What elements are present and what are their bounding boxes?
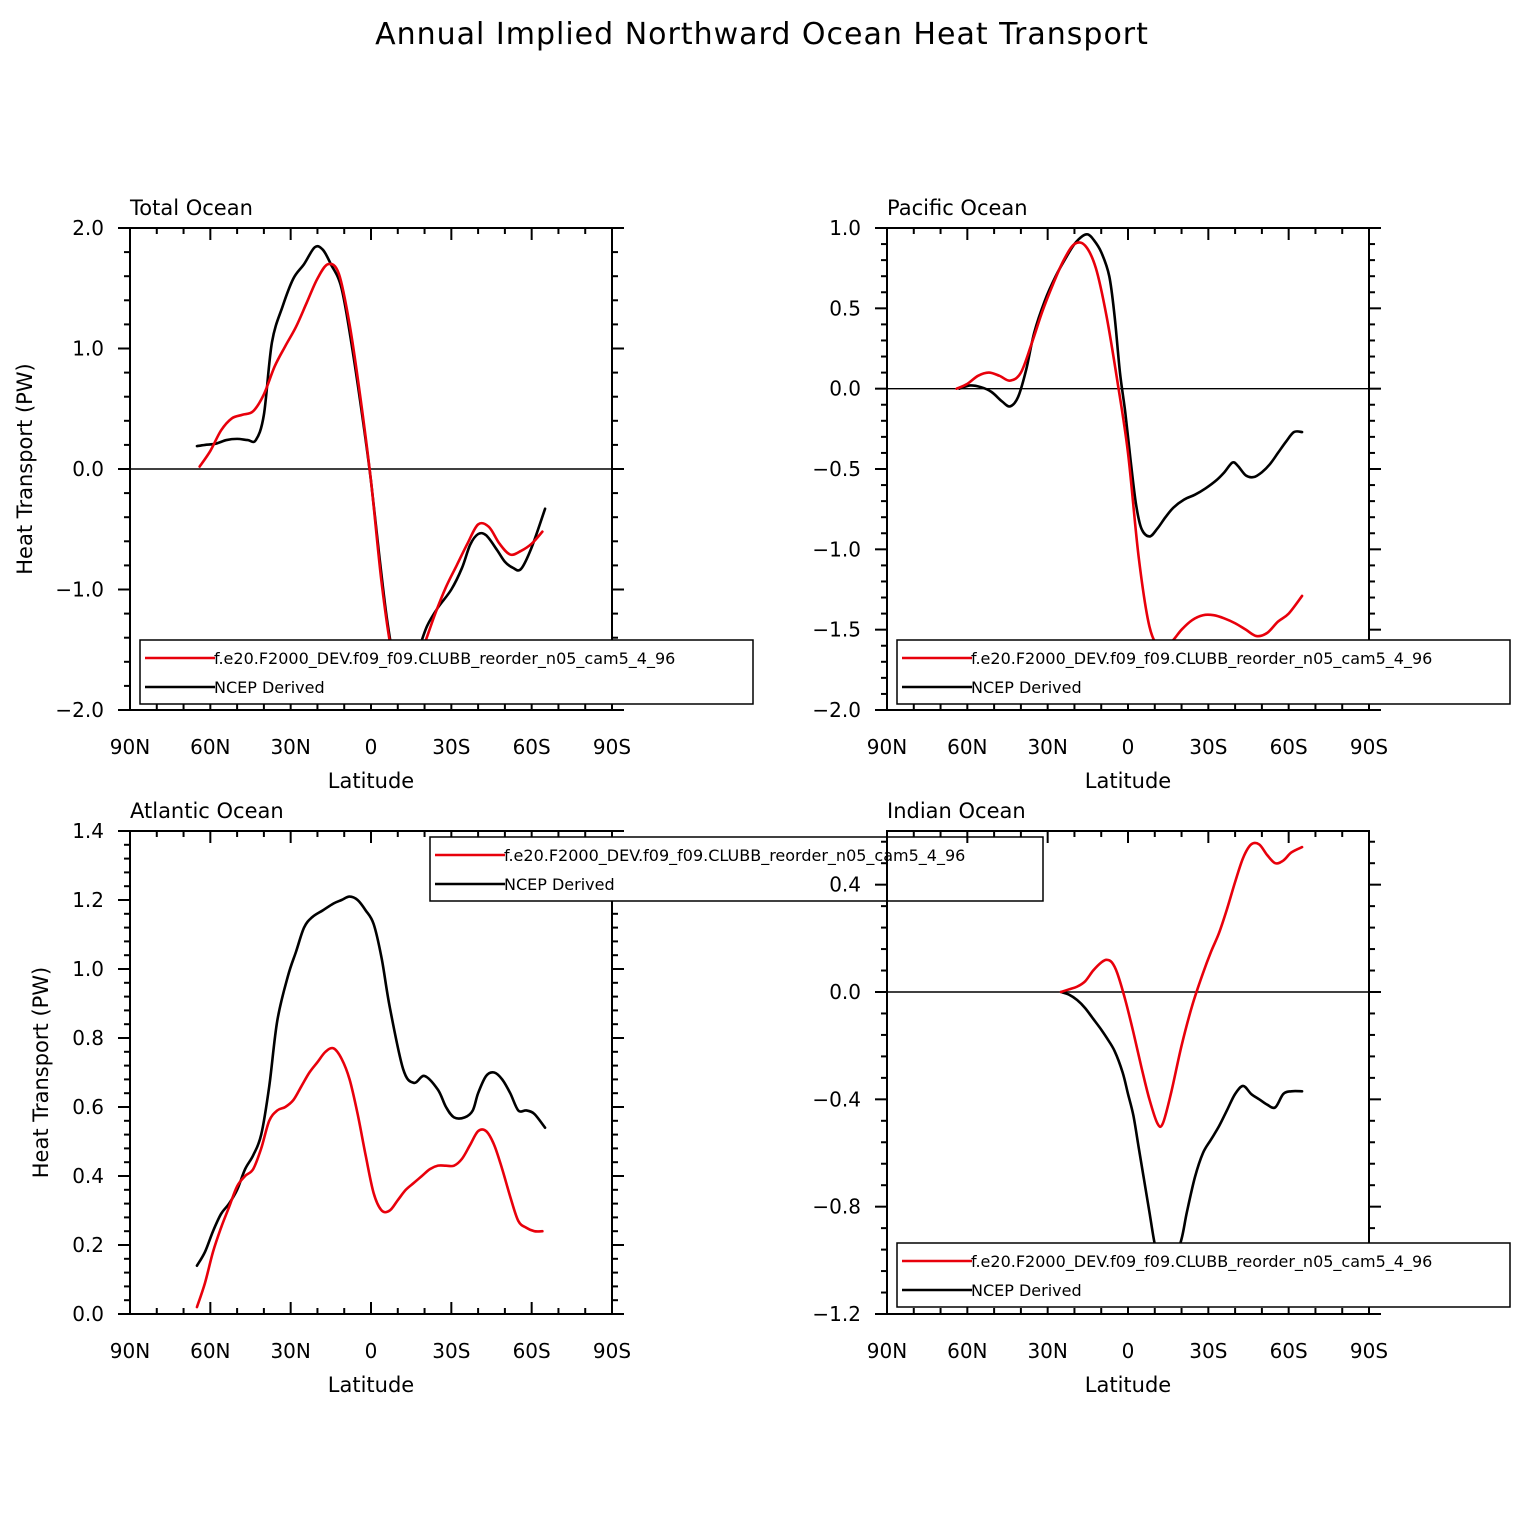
x-tick-label: 0 — [1122, 735, 1135, 759]
x-axis-title: Latitude — [328, 769, 414, 793]
y-tick-label: 0.2 — [72, 1233, 104, 1257]
panel-title: Pacific Ocean — [887, 196, 1028, 220]
x-axis-title: Latitude — [1085, 769, 1171, 793]
legend-label: f.e20.F2000_DEV.f09_f09.CLUBB_reorder_n0… — [971, 1252, 1432, 1272]
panel-title: Total Ocean — [129, 196, 253, 220]
x-tick-label: 60S — [513, 1339, 551, 1363]
y-tick-label: 0.8 — [72, 1026, 104, 1050]
series-line-ncep-derived — [195, 895, 547, 1267]
x-tick-label: 60S — [513, 735, 551, 759]
y-tick-label: 0.0 — [72, 457, 104, 481]
x-tick-label: 90N — [110, 1339, 150, 1363]
legend-label: NCEP Derived — [504, 875, 615, 894]
series-line-ncep-derived — [1059, 990, 1304, 1273]
x-tick-label: 30S — [1189, 1339, 1227, 1363]
figure-title: Annual Implied Northward Ocean Heat Tran… — [375, 17, 1149, 52]
legend-box — [896, 639, 1511, 705]
series-line-ncep-derived — [958, 232, 1304, 538]
legend-box — [896, 1242, 1511, 1308]
y-tick-label: −0.4 — [812, 1087, 861, 1111]
x-tick-label: 30S — [432, 1339, 470, 1363]
y-axis-title: Heat Transport (PW) — [13, 363, 37, 575]
plot-frame — [129, 830, 613, 1315]
x-tick-label: 60S — [1270, 735, 1308, 759]
y-tick-label: 0.0 — [829, 980, 861, 1004]
panel-title: Atlantic Ocean — [130, 799, 284, 823]
x-tick-label: 60N — [190, 735, 230, 759]
y-tick-label: 0.6 — [72, 1095, 104, 1119]
panel-title: Indian Ocean — [887, 799, 1026, 823]
y-tick-label: −2.0 — [55, 698, 104, 722]
legend-label: NCEP Derived — [971, 678, 1082, 697]
x-tick-label: 30N — [270, 1339, 310, 1363]
x-tick-label: 90S — [593, 735, 631, 759]
y-tick-label: −2.0 — [812, 698, 861, 722]
x-tick-label: 0 — [365, 735, 378, 759]
y-tick-label: −1.2 — [812, 1302, 861, 1326]
series-line-model — [195, 1046, 544, 1309]
legend-label: f.e20.F2000_DEV.f09_f09.CLUBB_reorder_n0… — [504, 846, 965, 866]
y-tick-label: 2.0 — [72, 216, 104, 240]
x-tick-label: 90N — [110, 735, 150, 759]
panel-indian-ocean: Indian Ocean 90N 60N 30N 0 30S 60S 90S −1.2 −0.8 −… — [812, 799, 1511, 1397]
y-tick-label: 1.4 — [72, 819, 104, 843]
x-axis-title: Latitude — [1085, 1373, 1171, 1397]
y-tick-label: 0.5 — [829, 296, 861, 320]
panel-total-ocean: Total Ocean 90N 60N 30N 0 30S 60S 90S −2.0 −1.0 0.… — [13, 196, 754, 793]
y-tick-label: 1.0 — [72, 957, 104, 981]
y-tick-label: 0.0 — [72, 1302, 104, 1326]
legend: f.e20.F2000_DEV.f09_f09.CLUBB_reorder_n0… — [896, 639, 1511, 705]
y-axis-title: Heat Transport (PW) — [29, 967, 53, 1179]
y-tick-label: 1.0 — [829, 216, 861, 240]
plot-frame — [886, 227, 1370, 711]
x-tick-label: 60S — [1270, 1339, 1308, 1363]
x-tick-label: 90N — [867, 1339, 907, 1363]
x-tick-label: 0 — [1122, 1339, 1135, 1363]
x-tick-label: 90S — [1350, 735, 1388, 759]
legend-box — [139, 639, 754, 705]
y-tick-label: −0.5 — [812, 457, 861, 481]
x-axis-title: Latitude — [328, 1373, 414, 1397]
y-tick-label: −1.5 — [812, 618, 861, 642]
x-tick-label: 90S — [1350, 1339, 1388, 1363]
y-tick-label: −0.8 — [812, 1195, 861, 1219]
y-tick-label: −1.0 — [55, 578, 104, 602]
legend-label: NCEP Derived — [971, 1281, 1082, 1300]
legend: f.e20.F2000_DEV.f09_f09.CLUBB_reorder_n0… — [139, 639, 754, 705]
legend-label: NCEP Derived — [214, 678, 325, 697]
y-tick-label: −1.0 — [812, 537, 861, 561]
series-line-model — [955, 241, 1304, 650]
legend-label: f.e20.F2000_DEV.f09_f09.CLUBB_reorder_n0… — [214, 649, 675, 669]
plot-frame — [886, 830, 1370, 1315]
y-tick-label: 0.4 — [829, 873, 861, 897]
series-line-model — [1059, 841, 1304, 1129]
x-tick-label: 30N — [1027, 1339, 1067, 1363]
x-tick-label: 0 — [365, 1339, 378, 1363]
x-tick-label: 30N — [1027, 735, 1067, 759]
legend-box — [429, 836, 1044, 902]
y-tick-label: 0.0 — [829, 377, 861, 401]
panel-pacific-ocean: Pacific Ocean 90N 60N 30N 0 30S 60S 90S −2.0 −1.5… — [812, 196, 1511, 793]
x-tick-label: 60N — [190, 1339, 230, 1363]
x-tick-label: 90S — [593, 1339, 631, 1363]
x-tick-label: 30S — [432, 735, 470, 759]
panels-container: Total Ocean 90N 60N 30N 0 30S 60S 90S −2.0 −1.0 0.… — [13, 196, 1511, 1397]
y-tick-label: 0.4 — [72, 1164, 104, 1188]
legend: f.e20.F2000_DEV.f09_f09.CLUBB_reorder_n0… — [896, 1242, 1511, 1308]
legend-label: f.e20.F2000_DEV.f09_f09.CLUBB_reorder_n0… — [971, 649, 1432, 669]
y-tick-label: 1.0 — [72, 337, 104, 361]
x-tick-label: 60N — [947, 735, 987, 759]
x-tick-label: 60N — [947, 1339, 987, 1363]
series-line-ncep-derived — [195, 244, 547, 673]
legend: f.e20.F2000_DEV.f09_f09.CLUBB_reorder_n0… — [429, 836, 1044, 902]
series-line-model — [198, 262, 544, 686]
y-tick-label: 1.2 — [72, 888, 104, 912]
panel-atlantic-ocean: Atlantic Ocean 90N 60N 30N 0 30S 60S 90S 0.0 0.2 0… — [29, 799, 1044, 1397]
x-tick-label: 90N — [867, 735, 907, 759]
x-tick-label: 30N — [270, 735, 310, 759]
x-tick-label: 30S — [1189, 735, 1227, 759]
